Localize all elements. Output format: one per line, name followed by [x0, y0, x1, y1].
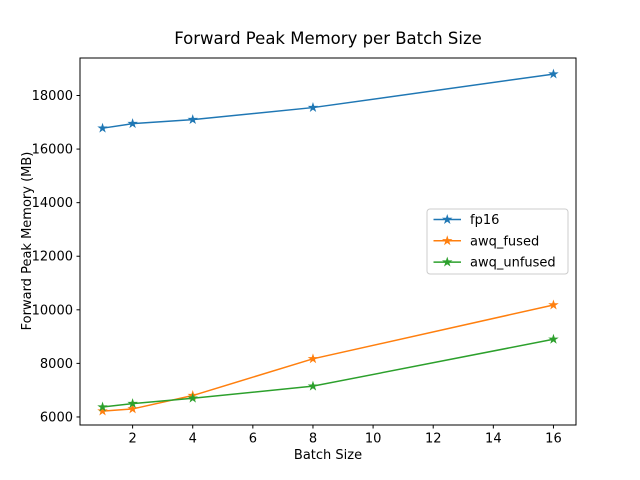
y-tick-label: 16000: [32, 143, 73, 158]
y-tick-label: 8000: [40, 357, 73, 372]
fp16-data-point-marker: [307, 102, 319, 113]
y-tick-label: 6000: [40, 410, 73, 425]
y-tick-label: 10000: [32, 303, 73, 318]
x-tick-label: 16: [545, 432, 562, 447]
x-tick-label: 8: [309, 432, 317, 447]
awq_fused-data-point-marker: [97, 405, 108, 416]
x-tick-label: 14: [485, 432, 502, 447]
fp16-data-point-marker: [127, 118, 138, 129]
plot-frame: [79, 57, 577, 426]
awq_unfused-data-point-marker: [548, 333, 559, 344]
y-axis-label: Forward Peak Memory (MB): [20, 152, 35, 331]
x-tick-label: 2: [128, 432, 136, 447]
legend: fp16 awq_fused awq_unfused: [426, 208, 569, 275]
y-tick-label: 18000: [32, 89, 73, 104]
x-tick-label: 6: [249, 432, 257, 447]
series-line-awq_fused: [101, 304, 555, 412]
x-tick-label: 4: [189, 432, 197, 447]
x-axis-label: Batch Size: [294, 448, 362, 463]
fp16-data-point-marker: [187, 114, 198, 125]
x-tick-label: 10: [365, 432, 382, 447]
awq_fused-data-point-marker: [127, 403, 138, 414]
legend-marker-sample: [442, 214, 453, 224]
plot-area: 2 4 6 8 10 12 14 16 6000 8000 10000 12000 14000 16000…: [32, 57, 577, 447]
y-tick-label: 12000: [32, 250, 73, 265]
chart-title: Forward Peak Memory per Batch Size: [174, 29, 482, 48]
fp16-data-point-marker: [97, 122, 108, 133]
legend-label-fp16: fp16: [470, 213, 499, 228]
legend-box: [426, 208, 569, 275]
awq_unfused-data-point-marker: [307, 380, 319, 391]
legend-marker-sample: [442, 235, 453, 246]
series-line-awq_unfused: [101, 338, 555, 408]
fp16-data-point-marker: [548, 68, 559, 79]
x-tick-label: 12: [425, 432, 442, 447]
awq_unfused-data-point-marker: [187, 392, 198, 403]
y-tick-label: 14000: [32, 196, 73, 211]
awq_fused-data-point-marker: [307, 353, 319, 364]
legend-label-awq_unfused: awq_unfused: [470, 256, 556, 271]
legend-marker-sample: [442, 256, 453, 267]
legend-label-awq_fused: awq_fused: [470, 234, 539, 249]
awq_unfused-data-point-marker: [127, 398, 138, 409]
awq_fused-data-point-marker: [548, 299, 559, 310]
awq_unfused-data-point-marker: [97, 401, 108, 412]
series-line-fp16: [101, 73, 555, 129]
